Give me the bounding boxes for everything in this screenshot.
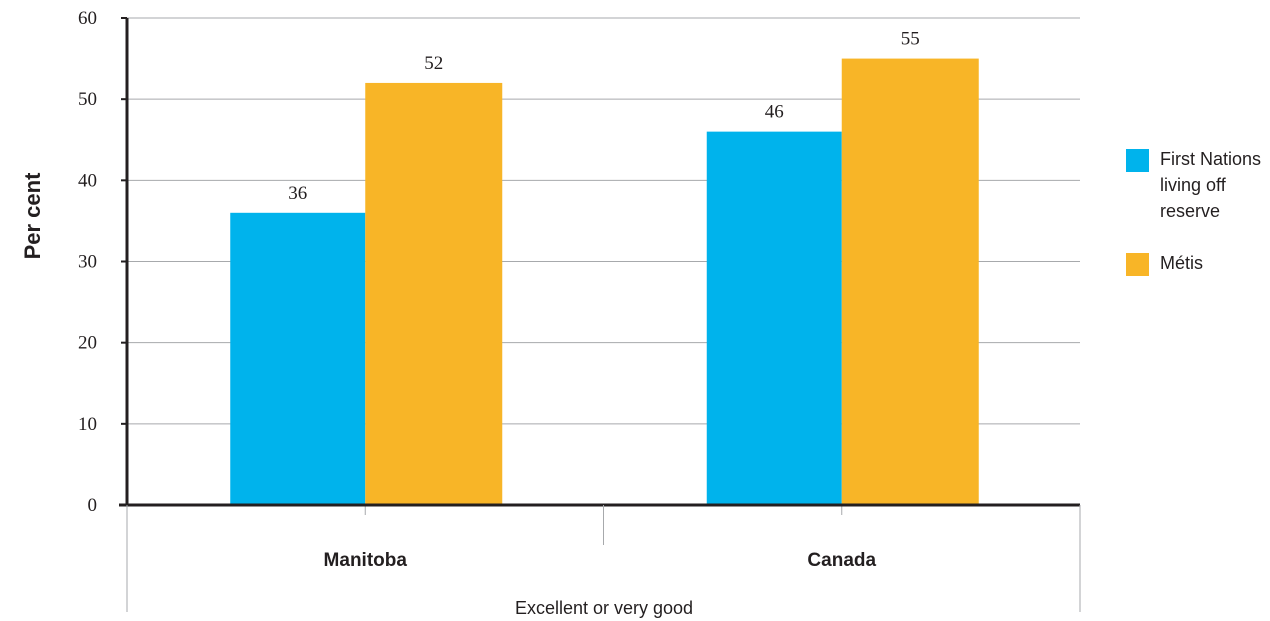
y-axis-title: Per cent bbox=[20, 172, 45, 259]
bar-canada-first-nations bbox=[706, 131, 842, 505]
bar-manitoba-metis bbox=[365, 82, 503, 505]
category-labels: Manitoba Canada bbox=[324, 550, 877, 571]
bars bbox=[230, 58, 979, 506]
bar-canada-metis bbox=[841, 58, 979, 505]
y-tick-label-30: 30 bbox=[78, 252, 97, 273]
y-tick-labels: 0 10 20 30 40 50 60 bbox=[78, 8, 97, 516]
legend: First Nations living off reserve Métis bbox=[1126, 146, 1266, 302]
y-tick-label-50: 50 bbox=[78, 89, 97, 110]
category-label-canada: Canada bbox=[807, 550, 876, 571]
y-tick-label-40: 40 bbox=[78, 170, 97, 191]
bar-manitoba-first-nations bbox=[230, 212, 366, 506]
data-labels: 36 52 46 55 bbox=[288, 29, 920, 204]
data-label-manitoba-metis: 52 bbox=[424, 53, 443, 74]
y-tick-label-10: 10 bbox=[78, 414, 97, 435]
data-label-manitoba-first-nations: 36 bbox=[288, 183, 307, 204]
legend-item-first-nations: First Nations living off reserve bbox=[1126, 146, 1266, 224]
legend-item-metis: Métis bbox=[1126, 250, 1266, 276]
y-tick-label-20: 20 bbox=[78, 333, 97, 354]
data-label-canada-metis: 55 bbox=[901, 29, 920, 50]
category-label-manitoba: Manitoba bbox=[324, 550, 408, 571]
data-label-canada-first-nations: 46 bbox=[765, 102, 784, 123]
axes bbox=[119, 17, 1081, 612]
legend-swatch-metis bbox=[1126, 253, 1149, 276]
y-tick-label-0: 0 bbox=[88, 495, 98, 516]
legend-swatch-first-nations bbox=[1126, 149, 1149, 172]
legend-label-first-nations: First Nations living off reserve bbox=[1160, 149, 1262, 221]
y-tick-label-60: 60 bbox=[78, 8, 97, 29]
legend-label-metis: Métis bbox=[1160, 253, 1204, 273]
x-axis-group-label: Excellent or very good bbox=[515, 598, 693, 618]
